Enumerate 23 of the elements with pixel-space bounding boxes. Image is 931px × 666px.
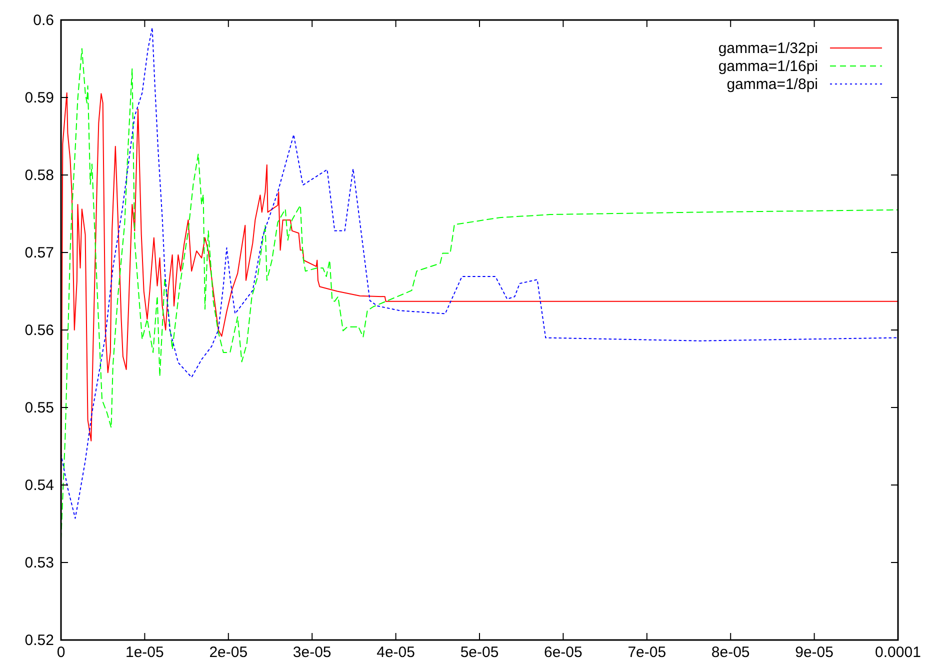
x-tick-label: 7e-05 [628,644,666,661]
y-tick-label: 0.6 [33,12,54,29]
legend-label: gamma=1/32pi [718,40,818,57]
x-tick-label: 0.0001 [875,644,921,661]
y-tick-label: 0.53 [24,554,54,572]
y-tick-label: 0.56 [24,322,54,339]
y-tick-label: 0.55 [24,400,54,416]
x-tick-label: 5e-05 [460,644,499,661]
legend-label: gamma=1/16pi [718,58,818,75]
y-tick-label: 0.52 [24,632,54,649]
x-tick-label: 8e-05 [711,644,750,661]
x-tick-label: 9e-05 [795,644,834,661]
legend-label: gamma=1/8pi [726,76,818,93]
x-tick-label: 1e-05 [126,644,164,661]
y-tick-label: 0.54 [24,477,54,494]
y-tick-label: 0.57 [24,244,54,262]
y-tick-label: 0.58 [24,167,54,184]
x-tick-label: 4e-05 [376,644,415,661]
x-tick-label: 0 [56,644,66,661]
x-tick-label: 3e-05 [292,644,332,661]
x-tick-label: 2e-05 [209,644,248,661]
x-tick-label: 6e-05 [544,644,582,661]
y-tick-label: 0.59 [24,90,54,106]
